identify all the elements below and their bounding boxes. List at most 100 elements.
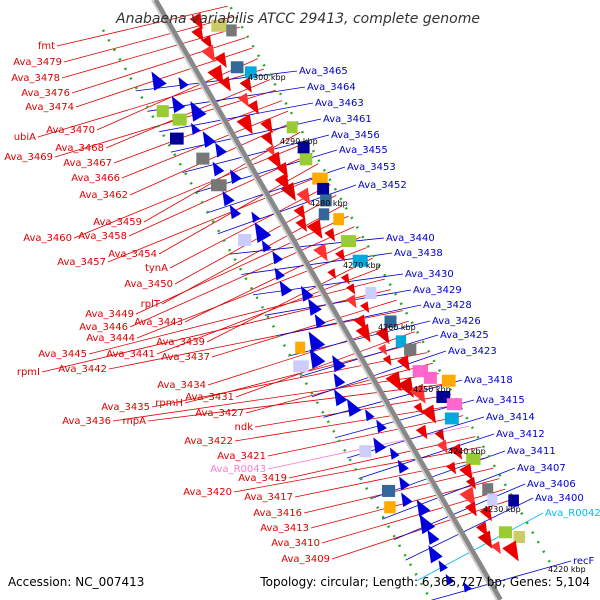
leader-line [294,457,488,498]
leader-line [321,488,506,544]
reverse-gene-arrow [314,314,326,329]
forward-gene-arrow [465,476,476,490]
forward-gene-arrow [397,376,414,398]
forward-gene-arrow [477,530,493,549]
gene-label: Ava_3467 [63,158,112,169]
leader-line [299,334,439,377]
gene-label: tynA [145,263,168,274]
gene-label: Ava_3407 [517,463,566,474]
gene-label: Ava_3455 [339,145,388,156]
feature-box [318,208,330,221]
kbp-tick-label: 4270 kbp [343,261,381,270]
leader-line [61,26,240,79]
leader-line [393,483,526,541]
backbone-highlight [151,0,498,600]
gene-label: rnpA [123,416,147,427]
leader-line [233,446,482,493]
feature-box [196,152,210,165]
reverse-gene-arrow [229,204,242,220]
gene-label: Ava_3479 [13,57,62,68]
forward-gene-arrow [346,283,356,295]
leader-line [63,16,234,63]
forward-gene-arrow [434,429,445,442]
genome-backbone [101,0,555,600]
reverse-gene-arrow [272,251,283,265]
leader-line [105,79,271,149]
reverse-gene-arrow [190,101,207,122]
reverse-gene-arrow [438,560,448,573]
reverse-gene-arrow [419,514,436,535]
reverse-gene-arrow [215,142,227,158]
leader-line [417,512,544,581]
leader-line [56,5,228,47]
backbone-line [152,0,503,600]
reverse-gene-arrow [401,492,413,508]
forward-gene-arrow [459,463,473,481]
gene-label: Ava_3430 [405,269,454,280]
forward-gene-arrow [265,144,275,157]
feature-box [365,286,377,299]
gene-features [151,12,525,593]
gene-label: Ava_3453 [347,162,396,173]
forward-gene-arrow [207,64,224,86]
reverse-gene-arrow [445,574,455,586]
feature-box [446,398,463,411]
reverse-gene-arrow [389,447,400,460]
feature-box [466,452,481,465]
kbp-tick-label: 4280 kbp [310,199,348,208]
leader-line [235,331,416,398]
gene-label: Ava_3434 [157,380,206,391]
gene-label: Ava_3409 [281,554,330,565]
kbp-tick-label: 4300 kbp [248,73,286,82]
leader-line [136,247,367,339]
forward-gene-arrow [247,100,259,115]
forward-gene-arrow [239,77,252,93]
leader-line [147,86,306,112]
feature-box [295,341,306,354]
forward-gene-arrow [345,294,357,309]
gene-label: Ava_3416 [253,508,302,519]
gene-label: Ava_3435 [101,402,150,413]
leader-line [264,289,412,316]
forward-gene-arrow [420,404,437,424]
gene-label: Ava_3410 [271,538,320,549]
reverse-gene-arrow [346,398,362,417]
feature-box [211,179,227,192]
forward-gene-arrow [236,113,253,135]
gene-label: Ava_3421 [217,451,266,462]
forward-gene-arrow [237,92,249,107]
forward-gene-arrow [280,182,296,202]
gene-label: Ava_3452 [358,180,407,191]
gene-label: rpmH [155,398,183,409]
gene-label: Ava_3468 [55,143,104,154]
accession-text: Accession: NC_007413 [8,575,144,589]
leader-line [112,373,440,422]
feature-box [156,105,169,118]
forward-gene-arrow [409,383,426,404]
forward-gene-arrow [377,343,387,356]
gene-label: Ava_R0042 [545,508,600,519]
reverse-gene-arrow [308,298,322,316]
feature-box [436,391,451,404]
gene-label: Ava_3441 [106,349,155,360]
gene-label: Ava_3422 [184,436,233,447]
forward-gene-arrow [296,187,311,206]
gene-label: Ava_3445 [38,349,87,360]
gene-label: Ava_3425 [440,330,489,341]
reverse-gene-arrow [254,221,272,244]
leader-line [161,205,343,305]
forward-gene-arrow [201,35,212,49]
feature-box [482,483,494,496]
feature-box [384,315,397,328]
gene-label: Ava_3418 [464,375,513,386]
reverse-gene-arrow [251,211,261,223]
forward-gene-arrow [306,219,323,240]
gene-label: Ava_3463 [315,98,364,109]
forward-gene-arrow [293,204,306,220]
gene-label: Ava_3478 [11,73,60,84]
forward-gene-arrow [275,161,288,178]
gene-label: Ava_3406 [527,479,576,490]
gene-label: Ava_3417 [244,492,293,503]
map-title: Anabaena variabilis ATCC 29413, complete… [115,11,480,27]
feature-box [423,371,437,384]
